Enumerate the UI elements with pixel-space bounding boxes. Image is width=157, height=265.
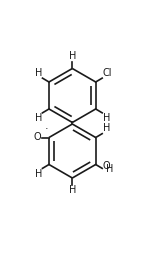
Text: O: O bbox=[103, 161, 110, 171]
Text: H: H bbox=[69, 186, 76, 195]
Text: O: O bbox=[33, 132, 41, 142]
Text: H: H bbox=[35, 169, 42, 179]
Text: H: H bbox=[35, 68, 42, 78]
Text: ·: · bbox=[44, 124, 48, 134]
Text: H: H bbox=[103, 123, 110, 133]
Text: H: H bbox=[106, 164, 114, 174]
Text: H: H bbox=[35, 113, 42, 123]
Text: Cl: Cl bbox=[103, 68, 112, 78]
Text: H: H bbox=[69, 51, 76, 61]
Text: H: H bbox=[103, 113, 110, 123]
